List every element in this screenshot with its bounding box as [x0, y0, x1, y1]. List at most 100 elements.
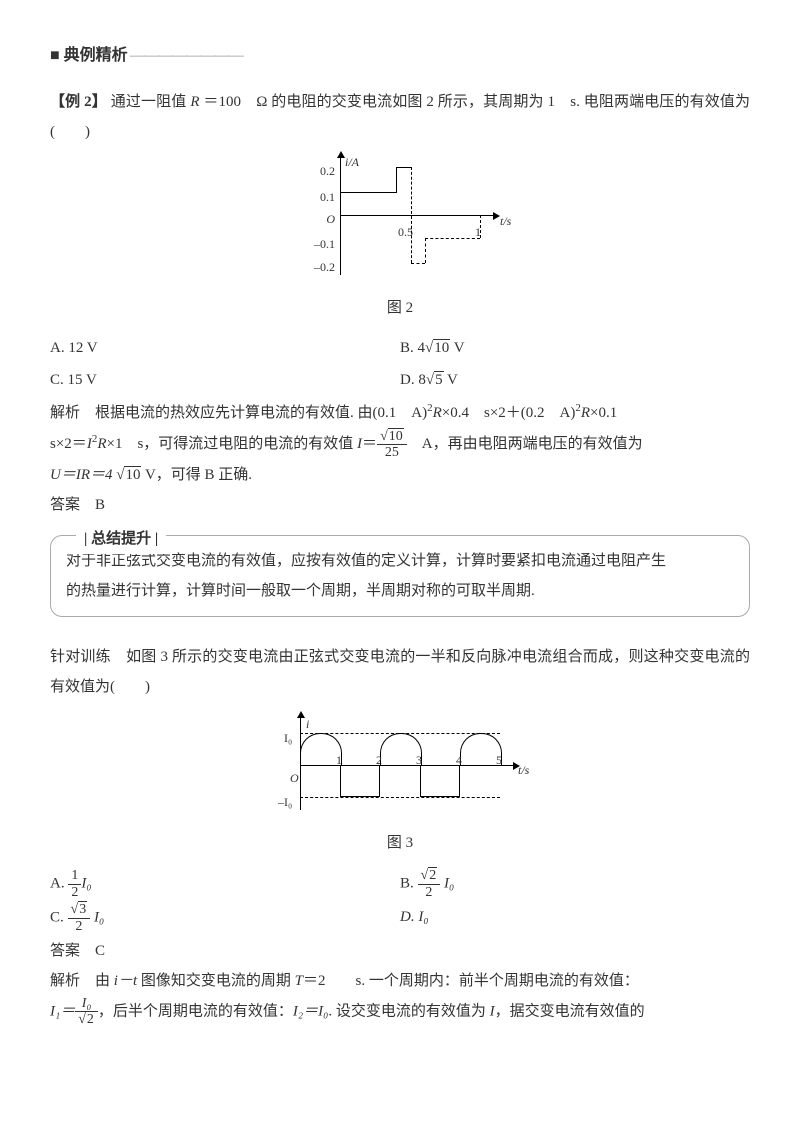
eq: ＝: [362, 436, 377, 452]
text: ×0.4 s×2＋(0.2 A): [442, 405, 576, 421]
option-C: C. 15 V: [50, 365, 400, 395]
radicand: 10: [388, 428, 404, 444]
y-axis-label: i: [306, 712, 309, 736]
summary-title: | 总结提升 |: [76, 524, 166, 554]
ytick: I₀: [284, 726, 292, 750]
numerator: 1: [68, 868, 81, 884]
var-R: R: [433, 405, 442, 421]
var: I₀: [440, 876, 454, 892]
radicand: 3: [78, 901, 87, 917]
ytick: –0.2: [295, 255, 335, 279]
sqrt-icon: 5: [426, 372, 444, 388]
figure-2-caption: 图 2: [50, 293, 750, 323]
radicand: 10: [124, 466, 141, 483]
text: ，后半个周期电流的有效值：: [98, 1003, 293, 1019]
radicand: 5: [434, 371, 444, 388]
denominator: 25: [377, 445, 407, 460]
answer-3: 答案 C: [50, 936, 750, 966]
sqrt-icon: 10: [116, 467, 141, 483]
option-C: C. 32 I₀: [50, 902, 400, 934]
example-2-question: 【例 2】 通过一阻值 R ＝100 Ω 的电阻的交变电流如图 2 所示，其周期…: [50, 87, 750, 147]
practice-question: 针对训练 如图 3 所示的交变电流由正弦式交变电流的一半和反向脉冲电流组合而成，…: [50, 642, 750, 702]
option-A: A. 12 V: [50, 333, 400, 363]
text: 根据电流的热效应先计算电流的有效值. 由(0.1 A): [80, 405, 427, 421]
text: V: [444, 372, 458, 388]
xtick: 3: [416, 748, 422, 772]
practice-label: 针对训练: [50, 649, 111, 665]
ytick: –I₀: [278, 790, 292, 814]
option-A: A. 12I₀: [50, 868, 400, 900]
radicand: 2: [428, 867, 437, 883]
explanation-label: 解析: [50, 405, 80, 421]
denominator: 2: [418, 885, 441, 900]
options-row-2: C. 15 V D. 8 5 V: [50, 365, 750, 395]
answer-label: 答案: [50, 497, 80, 513]
option-D: D. I₀: [400, 902, 750, 934]
figure-3: i t/s I₀ –I₀ O 1 2 3 4 5: [50, 710, 750, 820]
text: 总结提升: [91, 531, 151, 547]
figure-3-caption: 图 3: [50, 828, 750, 858]
var-R: R: [190, 94, 199, 110]
origin: O: [290, 766, 299, 790]
x-axis-label: t/s: [518, 758, 529, 782]
text: ×0.1: [590, 405, 617, 421]
var: I₀: [90, 910, 104, 926]
origin: O: [295, 207, 335, 231]
text: A，再由电阻两端电压的有效值为: [407, 436, 643, 452]
var: I₀: [81, 876, 91, 892]
var: i－t: [114, 973, 137, 989]
text: U＝IR＝4: [50, 467, 116, 483]
xtick: 1: [336, 748, 342, 772]
text: B. 4: [400, 340, 425, 356]
answer-value: C: [80, 943, 105, 959]
fraction: 22: [418, 868, 441, 900]
text: s×2＝: [50, 436, 87, 452]
options3-row-1: A. 12I₀ B. 22 I₀: [50, 868, 750, 900]
example-label: 【例 2】: [50, 94, 107, 110]
text: ，据交变电流有效值的: [495, 1003, 645, 1019]
figure-2-chart: i/A t/s 0.2 0.1 O –0.1 –0.2 0.5 1: [290, 155, 510, 285]
xtick: 2: [376, 748, 382, 772]
figure-2: i/A t/s 0.2 0.1 O –0.1 –0.2 0.5 1: [50, 155, 750, 285]
fraction: 12: [68, 868, 81, 900]
summary-box: | 总结提升 | 对于非正弦式交变电流的有效值，应按有效值的定义计算，计算时要紧…: [50, 535, 750, 617]
section-heading: 典例精析: [50, 40, 750, 72]
explanation-2-line2: s×2＝I2R×1 s，可得流过电阻的电流的有效值 I＝1025 A，再由电阻两…: [50, 428, 750, 460]
answer-value: B: [80, 497, 105, 513]
text: 如图 3 所示的交变电流由正弦式交变电流的一半和反向脉冲电流组合而成，则这种交变…: [50, 649, 750, 695]
explanation-3: 解析 由 i－t 图像知交变电流的周期 T＝2 s. 一个周期内：前半个周期电流…: [50, 966, 750, 996]
options-row-1: A. 12 V B. 410 V: [50, 333, 750, 363]
xtick: 4: [456, 748, 462, 772]
explanation-label: 解析: [50, 973, 80, 989]
radicand: 2: [86, 1011, 95, 1027]
explanation-3-line2: I₁＝I₀2，后半个周期电流的有效值：I₂＝I₀. 设交变电流的有效值为 I，据…: [50, 996, 750, 1028]
figure-3-chart: i t/s I₀ –I₀ O 1 2 3 4 5: [270, 710, 530, 820]
numerator: I₀: [75, 996, 98, 1012]
text: 图像知交变电流的周期: [137, 973, 295, 989]
summary-line: 对于非正弦式交变电流的有效值，应按有效值的定义计算，计算时要紧扣电流通过电阻产生: [66, 546, 734, 576]
sqrt-icon: 10: [425, 340, 450, 356]
options3-row-2: C. 32 I₀ D. I₀: [50, 902, 750, 934]
explanation-2: 解析 根据电流的热效应先计算电流的有效值. 由(0.1 A)2R×0.4 s×2…: [50, 397, 750, 428]
text: D. 8: [400, 372, 426, 388]
option-B: B. 410 V: [400, 333, 750, 363]
option-B: B. 22 I₀: [400, 868, 750, 900]
denominator: 2: [68, 919, 91, 934]
fraction: 32: [68, 902, 91, 934]
explanation-2-line3: U＝IR＝4 10 V，可得 B 正确.: [50, 460, 750, 490]
text: V，可得 B 正确.: [141, 467, 252, 483]
fraction: I₀2: [75, 996, 98, 1028]
radicand: 10: [433, 339, 450, 356]
text: I₁＝: [50, 1003, 75, 1019]
ytick: 0.2: [295, 159, 335, 183]
answer-label: 答案: [50, 943, 80, 959]
text: 通过一阻值: [111, 94, 187, 110]
text: ×1 s，可得流过电阻的电流的有效值: [106, 436, 357, 452]
var: I₂＝I₀: [293, 1003, 328, 1019]
text: ＝2 s. 一个周期内：前半个周期电流的有效值：: [303, 973, 639, 989]
text: . 设交变电流的有效值为: [328, 1003, 489, 1019]
ytick: –0.1: [295, 232, 335, 256]
text: 由: [80, 973, 114, 989]
var-R: R: [581, 405, 590, 421]
answer-2: 答案 B: [50, 490, 750, 520]
